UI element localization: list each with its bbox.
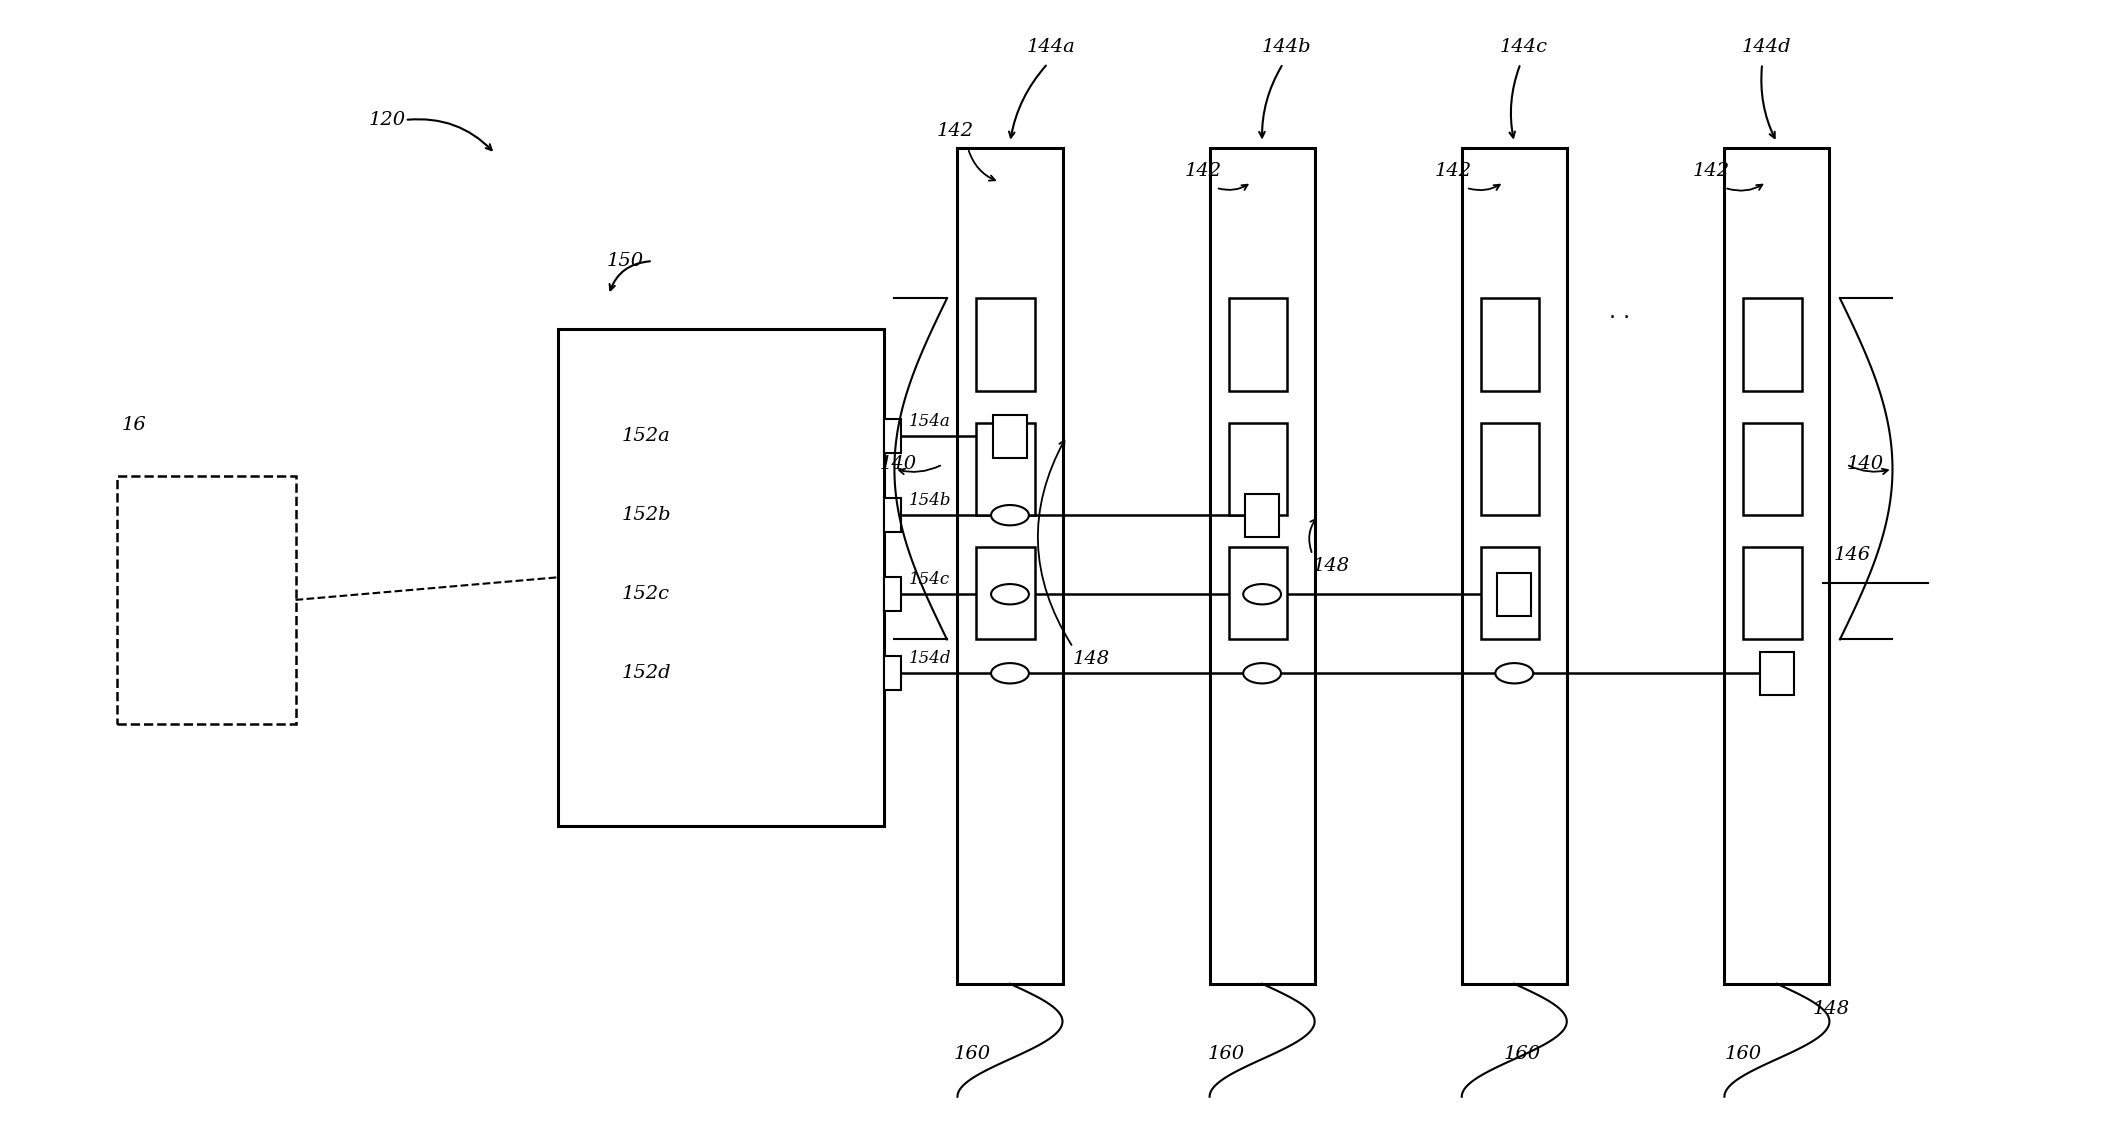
- Text: 154a: 154a: [909, 413, 951, 430]
- Bar: [1744, 422, 1803, 515]
- Bar: [884, 577, 901, 611]
- Bar: [1725, 148, 1830, 984]
- Bar: [884, 657, 901, 691]
- Bar: [1462, 148, 1567, 984]
- Bar: [993, 414, 1027, 457]
- Bar: [976, 422, 1035, 515]
- Text: 154b: 154b: [909, 492, 951, 509]
- Bar: [957, 148, 1063, 984]
- Text: 142: 142: [1435, 162, 1471, 180]
- Text: 144d: 144d: [1742, 37, 1791, 55]
- Bar: [1744, 547, 1803, 640]
- Circle shape: [991, 505, 1029, 525]
- Text: 160: 160: [1208, 1045, 1246, 1063]
- Text: 120: 120: [368, 111, 406, 129]
- Circle shape: [1243, 663, 1281, 684]
- Bar: [118, 475, 295, 724]
- Bar: [1229, 422, 1288, 515]
- Text: 144c: 144c: [1500, 37, 1549, 55]
- Bar: [1498, 573, 1532, 616]
- Text: 142: 142: [1694, 162, 1729, 180]
- Bar: [1246, 494, 1279, 537]
- Text: 152d: 152d: [621, 664, 671, 683]
- Text: 154d: 154d: [909, 650, 951, 667]
- Text: 148: 148: [1073, 650, 1111, 668]
- Bar: [1481, 299, 1540, 391]
- Bar: [1481, 547, 1540, 640]
- Bar: [976, 547, 1035, 640]
- Text: 160: 160: [1725, 1045, 1761, 1063]
- Bar: [1229, 547, 1288, 640]
- Text: 148: 148: [1814, 1000, 1849, 1018]
- Text: 152c: 152c: [621, 585, 669, 603]
- Bar: [1210, 148, 1315, 984]
- Bar: [1481, 422, 1540, 515]
- Text: 152b: 152b: [621, 506, 671, 524]
- Text: 140: 140: [1847, 455, 1883, 473]
- Circle shape: [991, 584, 1029, 604]
- Bar: [884, 498, 901, 532]
- Circle shape: [991, 663, 1029, 684]
- Text: 152a: 152a: [621, 427, 669, 445]
- Bar: [1761, 652, 1795, 695]
- Text: 142: 142: [1185, 162, 1222, 180]
- Text: 160: 160: [1504, 1045, 1540, 1063]
- Text: · ·: · ·: [1610, 308, 1631, 327]
- Bar: [1229, 299, 1288, 391]
- Bar: [1744, 299, 1803, 391]
- Bar: [558, 329, 884, 825]
- Text: 160: 160: [953, 1045, 991, 1063]
- Bar: [976, 299, 1035, 391]
- Text: 142: 142: [936, 122, 974, 140]
- Text: 150: 150: [606, 252, 644, 271]
- Circle shape: [1496, 663, 1534, 684]
- Text: 146: 146: [1835, 546, 1870, 564]
- Bar: [884, 419, 901, 453]
- Text: 144a: 144a: [1027, 37, 1075, 55]
- Text: 16: 16: [122, 415, 145, 434]
- Text: 148: 148: [1313, 557, 1349, 575]
- Text: 140: 140: [879, 455, 917, 473]
- Text: 154c: 154c: [909, 571, 951, 588]
- Text: 144b: 144b: [1262, 37, 1311, 55]
- Circle shape: [1243, 584, 1281, 604]
